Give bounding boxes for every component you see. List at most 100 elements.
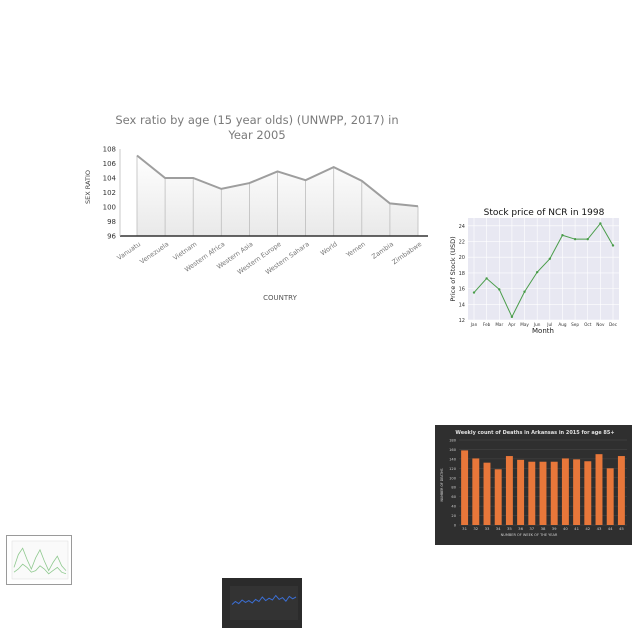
series-line — [231, 594, 297, 605]
x-tick-label: Sep — [571, 322, 579, 327]
stock-price-svg: Stock price of NCR in 1998 12 14 16 18 20 22 2… — [449, 208, 619, 335]
weekly-deaths-chart: Weekly count of Deaths in Arkansas in 20… — [435, 425, 632, 545]
x-tick-label: Nov — [596, 322, 605, 327]
y-tick-label: 106 — [103, 160, 117, 168]
y-axis-label: SEX RATIO — [84, 170, 92, 204]
y-tick-label: 120 — [449, 467, 457, 471]
y-tick-label: 14 — [459, 302, 465, 308]
data-point — [535, 270, 539, 274]
x-tick-label: Jul — [546, 322, 552, 327]
bar — [573, 459, 581, 525]
data-point — [510, 315, 514, 319]
y-tick-label: 160 — [449, 448, 457, 452]
bar — [494, 469, 502, 525]
y-tick-label: 40 — [451, 505, 456, 509]
y-tick-label: 16 — [459, 287, 465, 293]
stock-price-chart: Stock price of NCR in 1998 12 14 16 18 20 22 2… — [448, 203, 621, 338]
x-tick-label: Jan — [470, 322, 478, 327]
sex-ratio-chart: Sex ratio by age (15 year olds) (UNWPP, … — [80, 105, 435, 310]
chart-title: Stock price of NCR in 1998 — [484, 208, 605, 218]
plot-area — [230, 586, 298, 620]
data-point — [561, 234, 564, 237]
y-tick-label: 140 — [449, 457, 457, 461]
x-tick-label: Dec — [609, 322, 618, 327]
x-tick-label: Oct — [584, 322, 592, 327]
y-tick-label: 98 — [107, 218, 116, 226]
y-tick-label: 24 — [459, 224, 465, 230]
x-axis-label: COUNTRY — [263, 294, 297, 302]
bar — [483, 462, 491, 525]
bar — [561, 458, 569, 525]
data-point — [586, 237, 589, 241]
bar — [539, 461, 547, 525]
x-tick-label: Zimbabwe — [391, 240, 424, 266]
y-tick-label: 108 — [103, 146, 116, 154]
x-tick-label: Aug — [558, 322, 567, 327]
dark-line-chart-thumbnail — [222, 578, 302, 628]
x-tick-label: Apr — [508, 322, 516, 327]
data-point — [599, 222, 602, 225]
bar — [606, 468, 614, 525]
x-tick-label: 40 — [563, 526, 568, 531]
y-tick-label: 100 — [103, 204, 116, 212]
chart-title: Weekly count of Deaths in Arkansas in 20… — [455, 430, 614, 436]
data-point — [573, 237, 577, 241]
data-point — [611, 244, 615, 247]
data-point — [498, 288, 501, 291]
bar — [461, 450, 469, 525]
data-point — [485, 277, 488, 280]
bar — [595, 454, 603, 525]
x-tick-label: 44 — [608, 526, 613, 531]
bar — [550, 461, 558, 525]
bar — [528, 461, 536, 525]
x-tick-label: 32 — [473, 526, 478, 531]
bar — [472, 458, 480, 525]
x-tick-label: 39 — [552, 526, 557, 531]
data-point — [472, 291, 476, 294]
x-axis-label: NUMBER OF WEEK OF THE YEAR — [501, 533, 558, 537]
bar — [505, 456, 513, 525]
y-tick-label: 102 — [103, 189, 116, 197]
x-tick-label: Yemen — [344, 240, 367, 259]
series-line — [13, 547, 67, 572]
y-axis-label: Price of Stock (USD) — [449, 236, 457, 301]
x-tick-label: 41 — [574, 526, 579, 531]
series-line — [136, 154, 419, 208]
x-tick-label: 37 — [529, 526, 534, 531]
y-tick-label: 20 — [451, 514, 456, 518]
x-tick-label: Feb — [483, 322, 491, 327]
x-tick-label: 42 — [585, 526, 590, 531]
bar — [617, 456, 625, 525]
x-tick-label: 45 — [619, 526, 624, 531]
sex-ratio-svg: Sex ratio by age (15 year olds) (UNWPP, … — [84, 113, 428, 302]
y-axis-label: NUMBER OF DEATHS — [440, 468, 444, 501]
chart-title: Sex ratio by age (15 year olds) (UNWPP, … — [115, 113, 398, 127]
x-tick-label: World — [319, 240, 339, 257]
x-axis-label: Month — [532, 327, 554, 335]
x-tick-label: 33 — [485, 526, 490, 531]
bar — [517, 459, 525, 525]
x-tick-label: Jun — [533, 322, 541, 327]
x-tick-label: Zambia — [370, 240, 395, 261]
x-tick-label: 31 — [462, 526, 467, 531]
x-tick-label: 43 — [597, 526, 602, 531]
x-tick-label: May — [520, 322, 529, 327]
x-tick-label: 36 — [518, 526, 523, 531]
y-tick-label: 20 — [459, 255, 465, 261]
data-point — [548, 257, 552, 260]
plot-area — [11, 540, 69, 580]
y-tick-label: 12 — [459, 318, 465, 324]
dark-line-chart-svg — [222, 578, 302, 628]
data-point — [523, 290, 526, 293]
x-tick-label: 35 — [507, 526, 512, 531]
y-tick-label: 104 — [103, 175, 117, 183]
x-tick-label: Mar — [495, 322, 503, 327]
x-tick-label: 34 — [496, 526, 501, 531]
series-line — [13, 563, 67, 575]
x-tick-label: 38 — [541, 526, 546, 531]
y-tick-label: 22 — [459, 240, 465, 246]
small-line-chart-svg — [6, 535, 72, 585]
small-line-chart-thumbnail — [6, 535, 72, 585]
y-tick-label: 96 — [107, 233, 116, 241]
y-tick-label: 80 — [451, 486, 456, 490]
